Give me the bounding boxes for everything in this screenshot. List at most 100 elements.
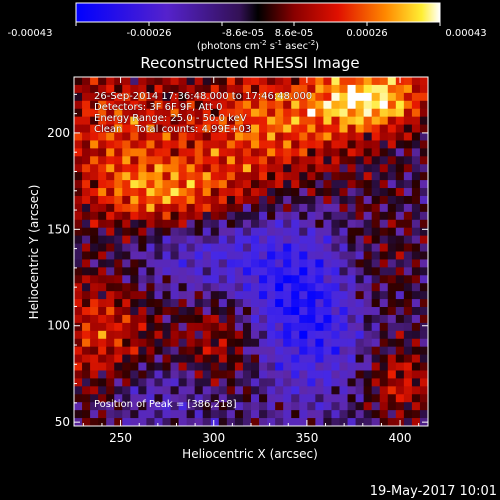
heatmap-cell — [122, 362, 131, 372]
heatmap-cell — [234, 100, 244, 110]
heatmap-cell — [315, 124, 325, 134]
heatmap-cell — [347, 378, 357, 387]
heatmap-cell — [130, 108, 139, 118]
heatmap-cell — [371, 307, 381, 316]
heatmap-cell — [82, 116, 91, 126]
heatmap-cell — [226, 211, 236, 221]
heatmap-cell — [194, 410, 204, 419]
heatmap-cell — [291, 346, 300, 356]
heatmap-cell — [307, 314, 316, 324]
heatmap-cell — [90, 124, 99, 134]
heatmap-cell — [194, 172, 204, 181]
heatmap-cell — [74, 100, 83, 110]
heatmap-cell — [194, 386, 204, 395]
heatmap-cell — [339, 219, 349, 229]
heatmap-cell — [363, 370, 373, 380]
heatmap-cell — [371, 124, 381, 134]
heatmap-cell — [82, 243, 91, 253]
heatmap-cell — [154, 180, 164, 189]
heatmap-cell — [154, 243, 164, 253]
heatmap-cell — [251, 227, 260, 237]
heatmap-cell — [307, 307, 316, 316]
heatmap-cell — [299, 251, 308, 261]
heatmap-cell — [98, 148, 107, 157]
heatmap-cell — [347, 346, 357, 356]
heatmap-cell — [98, 338, 107, 348]
heatmap-cell — [170, 132, 180, 142]
heatmap-cell — [267, 386, 276, 395]
heatmap-cell — [74, 235, 83, 245]
heatmap-cell — [387, 283, 397, 292]
heatmap-cell — [267, 354, 276, 364]
heatmap-cell — [283, 116, 292, 126]
heatmap-cell — [154, 100, 164, 110]
heatmap-cell — [218, 370, 228, 380]
heatmap-cell — [259, 92, 268, 102]
heatmap-cell — [146, 402, 156, 411]
heatmap-cell — [387, 410, 397, 419]
heatmap-cell — [210, 378, 220, 387]
heatmap-cell — [379, 124, 389, 134]
heatmap-cell — [387, 195, 397, 205]
heatmap-cell — [363, 314, 373, 324]
heatmap-cell — [234, 140, 244, 149]
heatmap-cell — [403, 275, 413, 284]
heatmap-cell — [275, 211, 284, 221]
heatmap-cell — [419, 195, 428, 205]
heatmap-cell — [242, 307, 252, 316]
heatmap-cell — [299, 275, 308, 284]
heatmap-cell — [138, 354, 148, 364]
heatmap-cell — [371, 180, 381, 189]
heatmap-cell — [242, 259, 252, 268]
heatmap-cell — [90, 195, 99, 205]
heatmap-cell — [170, 330, 180, 340]
heatmap-cell — [154, 219, 164, 229]
heatmap-cell — [122, 394, 131, 403]
heatmap-cell — [170, 307, 180, 316]
heatmap-cell — [251, 180, 260, 189]
heatmap-cell — [395, 219, 405, 229]
heatmap-cell — [122, 100, 131, 110]
heatmap-cell — [403, 124, 413, 134]
heatmap-cell — [186, 259, 196, 268]
heatmap-cell — [202, 370, 212, 380]
heatmap-cell — [178, 84, 188, 94]
heatmap-cell — [154, 172, 164, 181]
heatmap-cell — [130, 410, 139, 419]
heatmap-cell — [411, 291, 421, 300]
heatmap-cell — [202, 386, 212, 395]
heatmap-cell — [194, 267, 204, 276]
heatmap-cell — [138, 227, 148, 237]
heatmap-cell — [291, 259, 300, 268]
heatmap-cell — [307, 188, 316, 197]
heatmap-cell — [82, 195, 91, 205]
heatmap-cell — [355, 188, 365, 197]
heatmap-cell — [186, 227, 196, 237]
heatmap-cell — [267, 283, 276, 292]
heatmap-cell — [98, 195, 107, 205]
heatmap-cell — [186, 140, 196, 149]
heatmap-cell — [82, 251, 91, 261]
heatmap-cell — [363, 338, 373, 348]
heatmap-cell — [299, 203, 308, 213]
heatmap-cell — [331, 164, 341, 173]
heatmap-cell — [419, 267, 428, 276]
heatmap-cell — [226, 394, 236, 403]
heatmap-cell — [331, 203, 341, 213]
heatmap-cell — [259, 410, 268, 419]
heatmap-cell — [130, 172, 139, 181]
heatmap-cell — [259, 370, 268, 380]
heatmap-cell — [154, 148, 164, 157]
heatmap-cell — [411, 211, 421, 221]
heatmap-cell — [267, 227, 276, 237]
heatmap-cell — [259, 394, 268, 403]
heatmap-cell — [186, 188, 196, 197]
heatmap-cell — [315, 346, 325, 356]
heatmap-cell — [138, 386, 148, 395]
heatmap-cell — [371, 362, 381, 372]
heatmap-cell — [122, 418, 131, 426]
heatmap-cell — [138, 84, 148, 94]
heatmap-cell — [339, 92, 349, 102]
heatmap-cell — [130, 227, 139, 237]
heatmap-cell — [170, 84, 180, 94]
